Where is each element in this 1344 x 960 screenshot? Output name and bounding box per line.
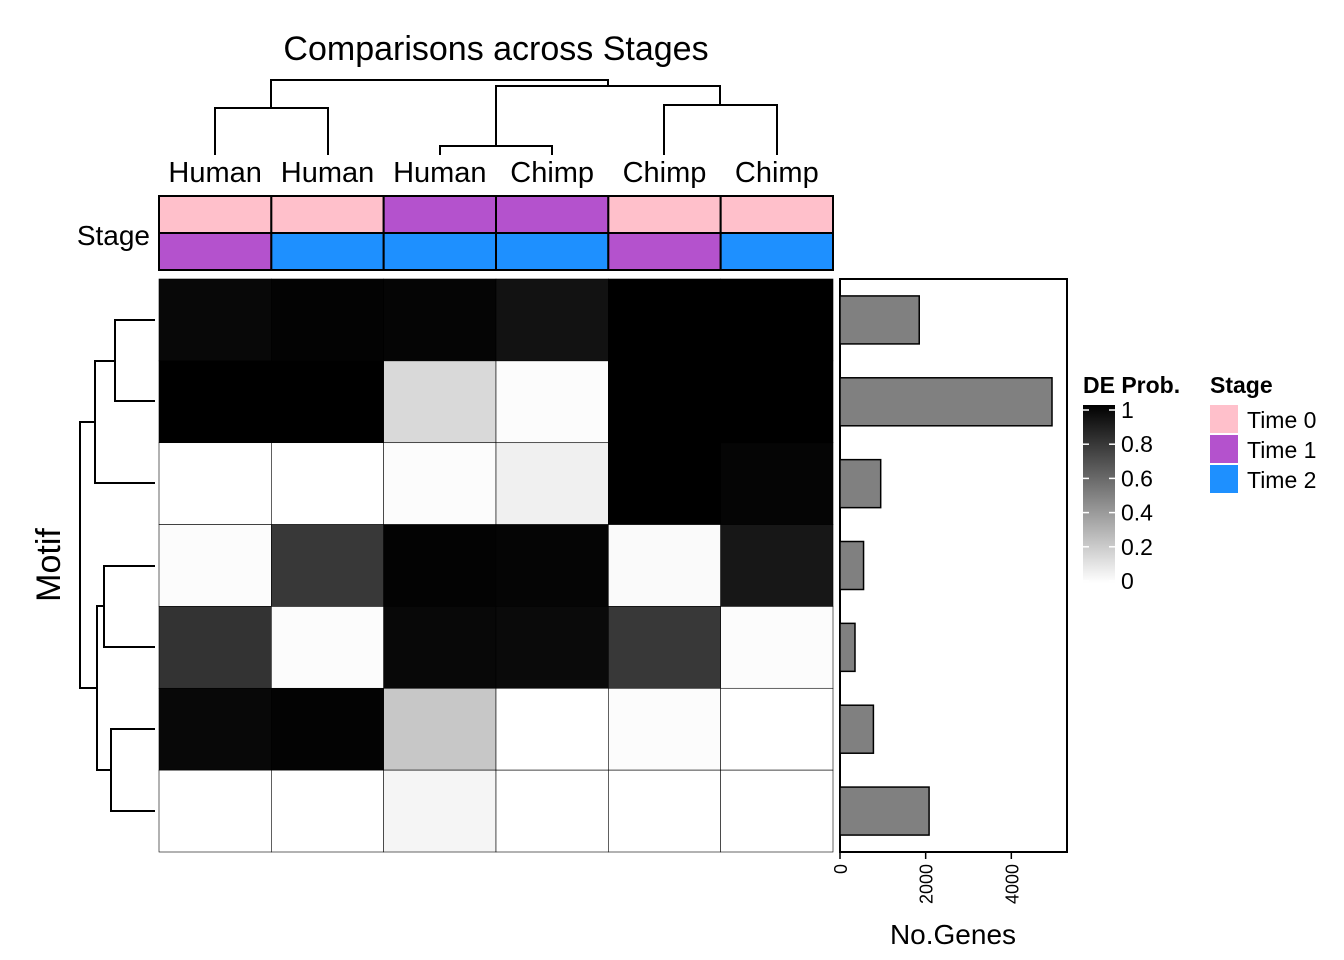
- de-legend-label: 0: [1121, 568, 1134, 594]
- heatmap-cell: [720, 442, 834, 525]
- heatmap-cell: [608, 442, 721, 525]
- heatmap-cell: [495, 442, 609, 525]
- stage-annotation-cell: [719, 232, 835, 271]
- stage-legend-swatch: [1210, 405, 1238, 433]
- de-prob-legend: DE Prob. 1 0.8 0.6 0.4 0.2 0: [1083, 372, 1180, 594]
- row-dendrogram: [79, 319, 155, 812]
- heatmap-cell: [608, 769, 721, 853]
- heatmap-cell: [383, 278, 497, 362]
- column-label: Human: [281, 157, 375, 189]
- stage-legend-label: Time 2: [1247, 467, 1316, 493]
- de-legend-label: 1: [1121, 397, 1134, 423]
- gene-count-barchart: 0 2000 4000 No.Genes: [831, 278, 1068, 950]
- column-labels: Human Human Human Chimp Chimp Chimp: [168, 157, 818, 189]
- stage-annotation-cell: [382, 232, 497, 271]
- heatmap-body: [158, 278, 834, 853]
- heatmap-cell: [495, 769, 609, 853]
- heatmap-cell: [383, 442, 497, 525]
- stage-legend-swatch: [1210, 435, 1238, 463]
- column-label: Chimp: [623, 157, 707, 189]
- stage-annotation-cell: [607, 195, 722, 234]
- heatmap-cell: [158, 524, 272, 607]
- heatmap-cell: [158, 278, 272, 362]
- stage-legend-label: Time 1: [1247, 437, 1316, 463]
- heatmap-cell: [158, 769, 272, 853]
- gene-count-bar: [839, 377, 1053, 427]
- heatmap-cell: [271, 360, 384, 444]
- heatmap-cell: [495, 606, 609, 689]
- de-legend-label: 0.2: [1121, 534, 1153, 560]
- heatmap-cell: [383, 606, 497, 689]
- heatmap-cell: [720, 360, 834, 444]
- heatmap-cell: [383, 360, 497, 444]
- gene-count-bar: [839, 458, 882, 509]
- gene-count-bar: [839, 704, 875, 754]
- heatmap-cell: [383, 687, 497, 771]
- heatmap-cell: [383, 524, 497, 607]
- barchart-axis-label: No.Genes: [890, 919, 1016, 950]
- heatmap-cell: [271, 278, 384, 362]
- gene-count-bar: [839, 540, 865, 591]
- chart-title: Comparisons across Stages: [283, 30, 708, 68]
- heatmap-cell: [720, 524, 834, 607]
- stage-annotation-cell: [719, 195, 835, 234]
- de-legend-label: 0.8: [1121, 431, 1153, 457]
- heatmap-cell: [608, 278, 721, 362]
- barchart-tick-label: 0: [831, 864, 851, 874]
- barchart-tick-label: 2000: [917, 864, 937, 904]
- heatmap-cell: [495, 687, 609, 771]
- heatmap-cell: [383, 769, 497, 853]
- gene-count-bar: [839, 622, 856, 673]
- stage-annotation-cell: [495, 232, 610, 271]
- gene-count-bar: [839, 786, 930, 836]
- stage-annotation-cell: [607, 232, 722, 271]
- stage-annotation-cell: [495, 195, 610, 234]
- de-legend-label: 0.4: [1121, 500, 1153, 526]
- stage-legend: Stage Time 0 Time 1 Time 2: [1210, 372, 1316, 493]
- column-label: Chimp: [510, 157, 594, 189]
- column-label: Human: [168, 157, 262, 189]
- de-legend-label: 0.6: [1121, 465, 1153, 491]
- stage-annotation-cell: [158, 232, 273, 271]
- stage-annotation-cell: [270, 232, 385, 271]
- heatmap-cell: [271, 769, 384, 853]
- heatmap-cell: [495, 360, 609, 444]
- de-legend-colorbar: [1083, 405, 1115, 583]
- heatmap-cell: [608, 524, 721, 607]
- stage-annotation-bar: [158, 195, 835, 271]
- heatmap-cell: [271, 687, 384, 771]
- de-legend-title: DE Prob.: [1083, 372, 1180, 398]
- gene-count-bar: [839, 295, 920, 345]
- column-dendrogram: [214, 79, 778, 155]
- stage-annotation-cell: [270, 195, 385, 234]
- barchart-frame: [839, 278, 1068, 853]
- heatmap-cell: [720, 687, 834, 771]
- heatmap-cell: [608, 687, 721, 771]
- stage-legend-swatch: [1210, 465, 1238, 493]
- column-label: Chimp: [735, 157, 819, 189]
- stage-annotation-cell: [382, 195, 497, 234]
- heatmap-cell: [720, 278, 834, 362]
- heatmap-cell: [158, 360, 272, 444]
- heatmap-cell: [495, 278, 609, 362]
- stage-legend-label: Time 0: [1247, 407, 1316, 433]
- column-label: Human: [393, 157, 487, 189]
- stage-legend-title: Stage: [1210, 372, 1273, 398]
- heatmap-cell: [271, 524, 384, 607]
- heatmap-cell: [271, 606, 384, 689]
- heatmap-cell: [608, 606, 721, 689]
- stage-annotation-label: Stage: [77, 220, 150, 251]
- heatmap-cell: [608, 360, 721, 444]
- heatmap-cell: [720, 769, 834, 853]
- heatmap-cell: [720, 606, 834, 689]
- row-axis-label: Motif: [30, 528, 68, 602]
- heatmap-cell: [158, 606, 272, 689]
- heatmap-cell: [158, 442, 272, 525]
- heatmap-cell: [271, 442, 384, 525]
- stage-annotation-cell: [158, 195, 273, 234]
- heatmap-cell: [158, 687, 272, 771]
- barchart-tick-label: 4000: [1002, 864, 1022, 904]
- heatmap-cell: [495, 524, 609, 607]
